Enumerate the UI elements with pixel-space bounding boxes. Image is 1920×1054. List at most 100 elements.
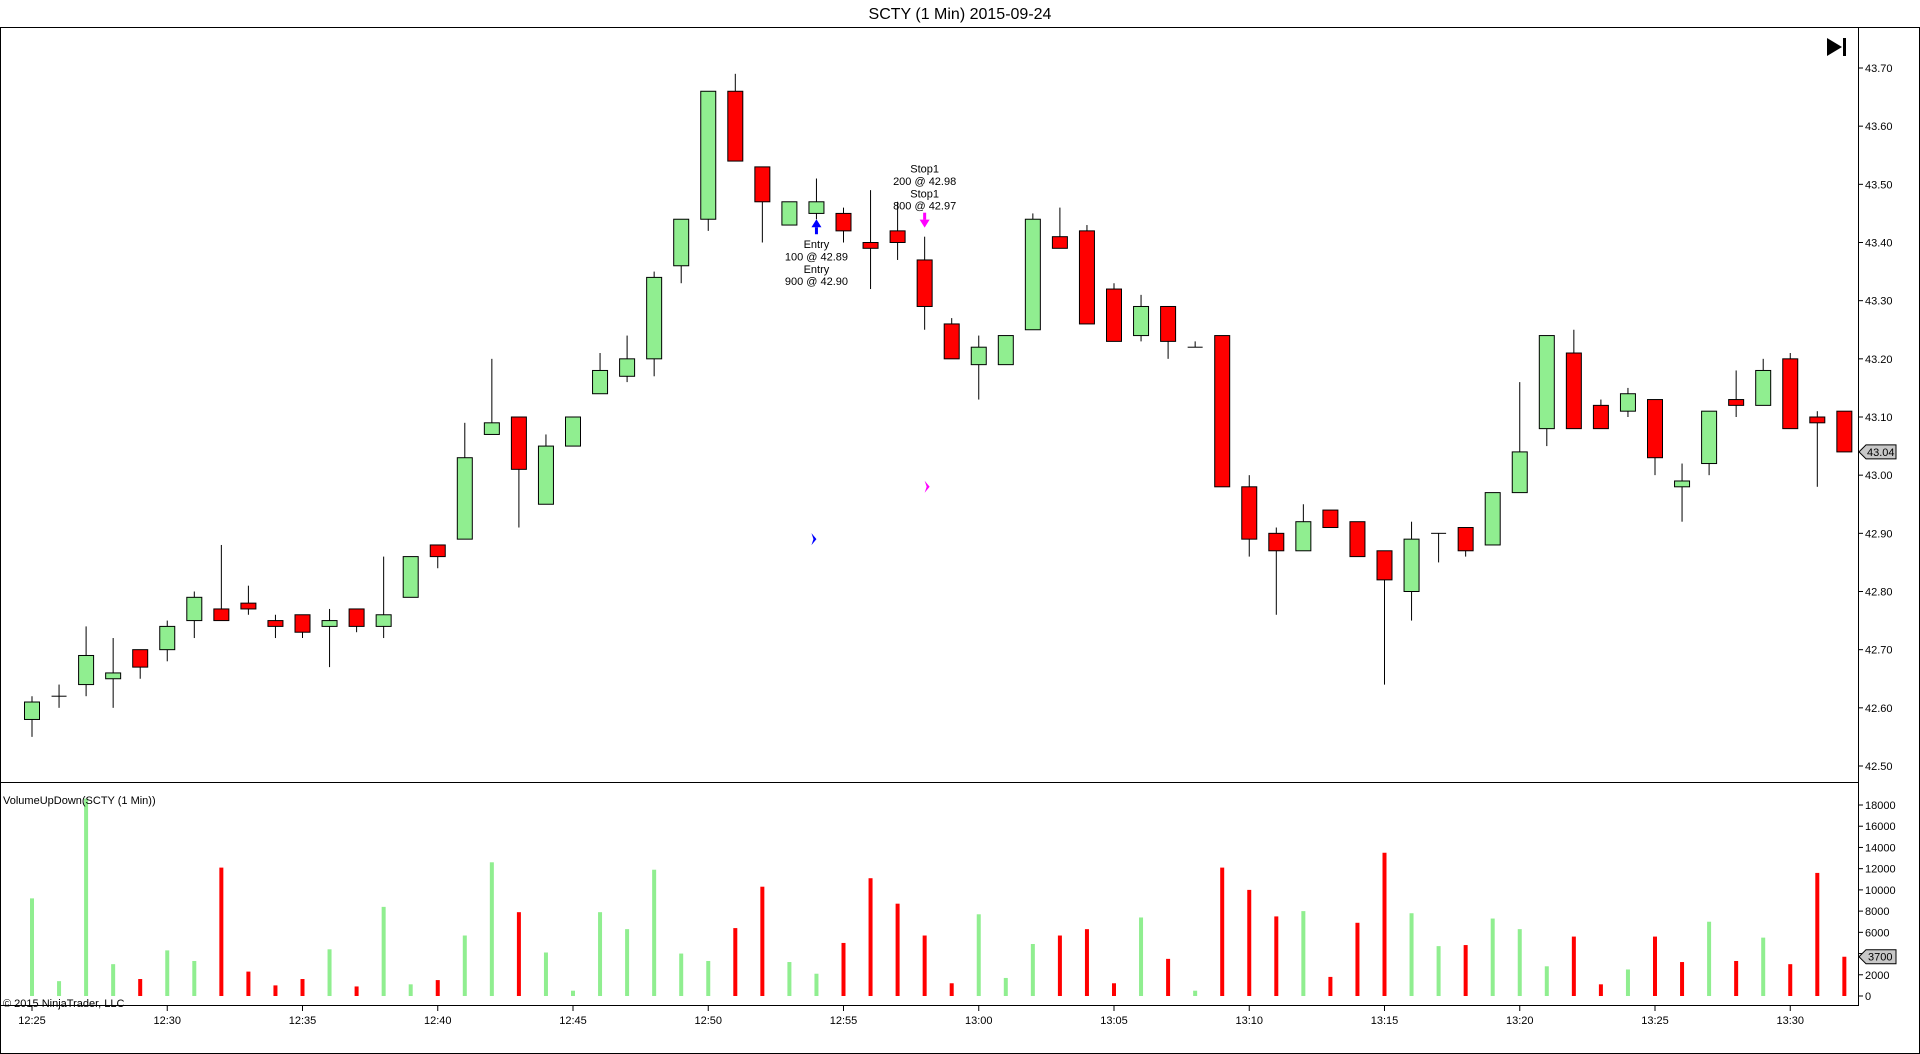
price-axis: 42.50 42.60 42.70 42.80 42.90 43.00 43.10 43.20… xyxy=(1858,63,1893,773)
candle xyxy=(700,90,717,231)
candle xyxy=(1511,382,1528,494)
candle xyxy=(1431,532,1447,563)
time-tick-label: 12:25 xyxy=(18,1015,46,1027)
volume-tick-label: 8000 xyxy=(1865,906,1889,918)
candle xyxy=(646,271,663,377)
volume-bar xyxy=(408,984,413,996)
volume-bar xyxy=(814,973,819,996)
volume-bar xyxy=(1112,983,1116,996)
candle-body xyxy=(1782,358,1799,430)
candle xyxy=(240,585,257,615)
candle-body xyxy=(1457,527,1474,552)
volume-bar xyxy=(516,912,521,996)
time-tick-label: 13:00 xyxy=(965,1015,993,1027)
time-tick-label: 13:10 xyxy=(1235,1015,1263,1027)
candle xyxy=(1592,399,1609,430)
candle-body xyxy=(1268,532,1285,552)
volume-indicator-label: VolumeUpDown(SCTY (1 Min)) xyxy=(3,795,156,807)
play-to-end-icon[interactable] xyxy=(1822,34,1850,60)
candle-body xyxy=(1809,416,1826,424)
candle-body xyxy=(1755,369,1772,406)
volume-bar xyxy=(1842,956,1847,996)
candle-body xyxy=(1565,352,1582,430)
price-tick-label: 43.00 xyxy=(1865,470,1893,482)
exit-arrow-icon xyxy=(919,219,930,228)
volume-bar xyxy=(868,878,873,996)
volume-bar xyxy=(1517,929,1522,996)
volume-bar xyxy=(1463,945,1468,996)
time-tick-label: 12:40 xyxy=(424,1015,452,1027)
volume-bar xyxy=(1761,937,1766,996)
candle xyxy=(1268,527,1285,615)
last-price-label: 43.04 xyxy=(1867,447,1895,459)
candle-body xyxy=(1133,305,1150,337)
volume-bar xyxy=(1788,964,1793,996)
volume-bar xyxy=(1355,922,1360,996)
candle xyxy=(1701,410,1718,476)
volume-bar xyxy=(1734,960,1739,996)
entry-annotation-text: 100 @ 42.89 xyxy=(785,252,848,264)
candle-body xyxy=(1024,218,1041,331)
candle xyxy=(1484,492,1501,546)
volume-tick-label: 14000 xyxy=(1865,842,1896,854)
candle xyxy=(456,422,473,540)
volume-tick-label: 10000 xyxy=(1865,885,1896,897)
volume-bar xyxy=(1653,936,1657,996)
candle xyxy=(429,544,446,569)
candle xyxy=(213,544,230,622)
candle-body xyxy=(646,276,663,360)
price-tick-label: 43.50 xyxy=(1865,179,1893,191)
candle-body xyxy=(781,201,798,226)
candle-body xyxy=(456,457,473,540)
candle xyxy=(105,638,122,708)
candle-body xyxy=(1647,399,1663,459)
volume-bar xyxy=(1544,966,1549,996)
volume-bar xyxy=(1490,918,1495,996)
chart-title: SCTY (1 Min) 2015-09-24 xyxy=(869,6,1052,23)
candle xyxy=(1836,410,1853,453)
exit-annotation-text: Stop1 xyxy=(910,188,939,200)
candle-body xyxy=(970,346,987,366)
exit-fill-marker xyxy=(924,480,930,493)
last-volume-marker: 3700 xyxy=(1858,949,1897,965)
candle-body xyxy=(619,358,636,377)
candle-body xyxy=(889,230,906,244)
candle xyxy=(943,318,960,360)
volume-bar xyxy=(246,971,251,996)
last-volume-label: 3700 xyxy=(1868,952,1892,964)
volume-bar xyxy=(1030,944,1035,996)
volume-bar xyxy=(733,928,738,996)
time-axis: 12:25 12:30 12:35 12:40 12:45 12:50 12:55 13:00… xyxy=(18,1006,1804,1027)
volume-bar xyxy=(625,929,630,996)
exit-arrow-shaft xyxy=(923,212,927,220)
candle-body xyxy=(1592,404,1609,430)
volume-bar xyxy=(598,912,603,996)
time-tick-label: 13:20 xyxy=(1506,1015,1534,1027)
volume-tick-label: 6000 xyxy=(1865,927,1889,939)
candle xyxy=(808,178,825,220)
candle xyxy=(673,218,690,284)
candle xyxy=(1782,353,1799,430)
candle-body xyxy=(537,445,554,505)
entry-annotation-text: Entry xyxy=(804,264,830,276)
candlestick-series xyxy=(24,73,1853,737)
entry-arrow-shaft xyxy=(814,227,818,235)
volume-bar xyxy=(138,979,143,996)
candle-body xyxy=(808,201,825,214)
time-tick-label: 12:35 xyxy=(289,1015,317,1027)
volume-bar xyxy=(1409,913,1414,996)
volume-bar xyxy=(571,990,575,996)
candle xyxy=(510,416,527,528)
volume-tick-label: 16000 xyxy=(1865,821,1896,833)
candle xyxy=(321,608,338,668)
volume-bar xyxy=(706,960,711,996)
volume-bar xyxy=(489,862,494,996)
price-tick-label: 43.40 xyxy=(1865,238,1893,250)
candle-body xyxy=(673,218,690,267)
candle-body xyxy=(1728,399,1745,406)
volume-bar xyxy=(1301,911,1306,996)
volume-bar xyxy=(327,949,332,996)
candle-body xyxy=(294,614,311,633)
time-tick-label: 13:05 xyxy=(1100,1015,1128,1027)
